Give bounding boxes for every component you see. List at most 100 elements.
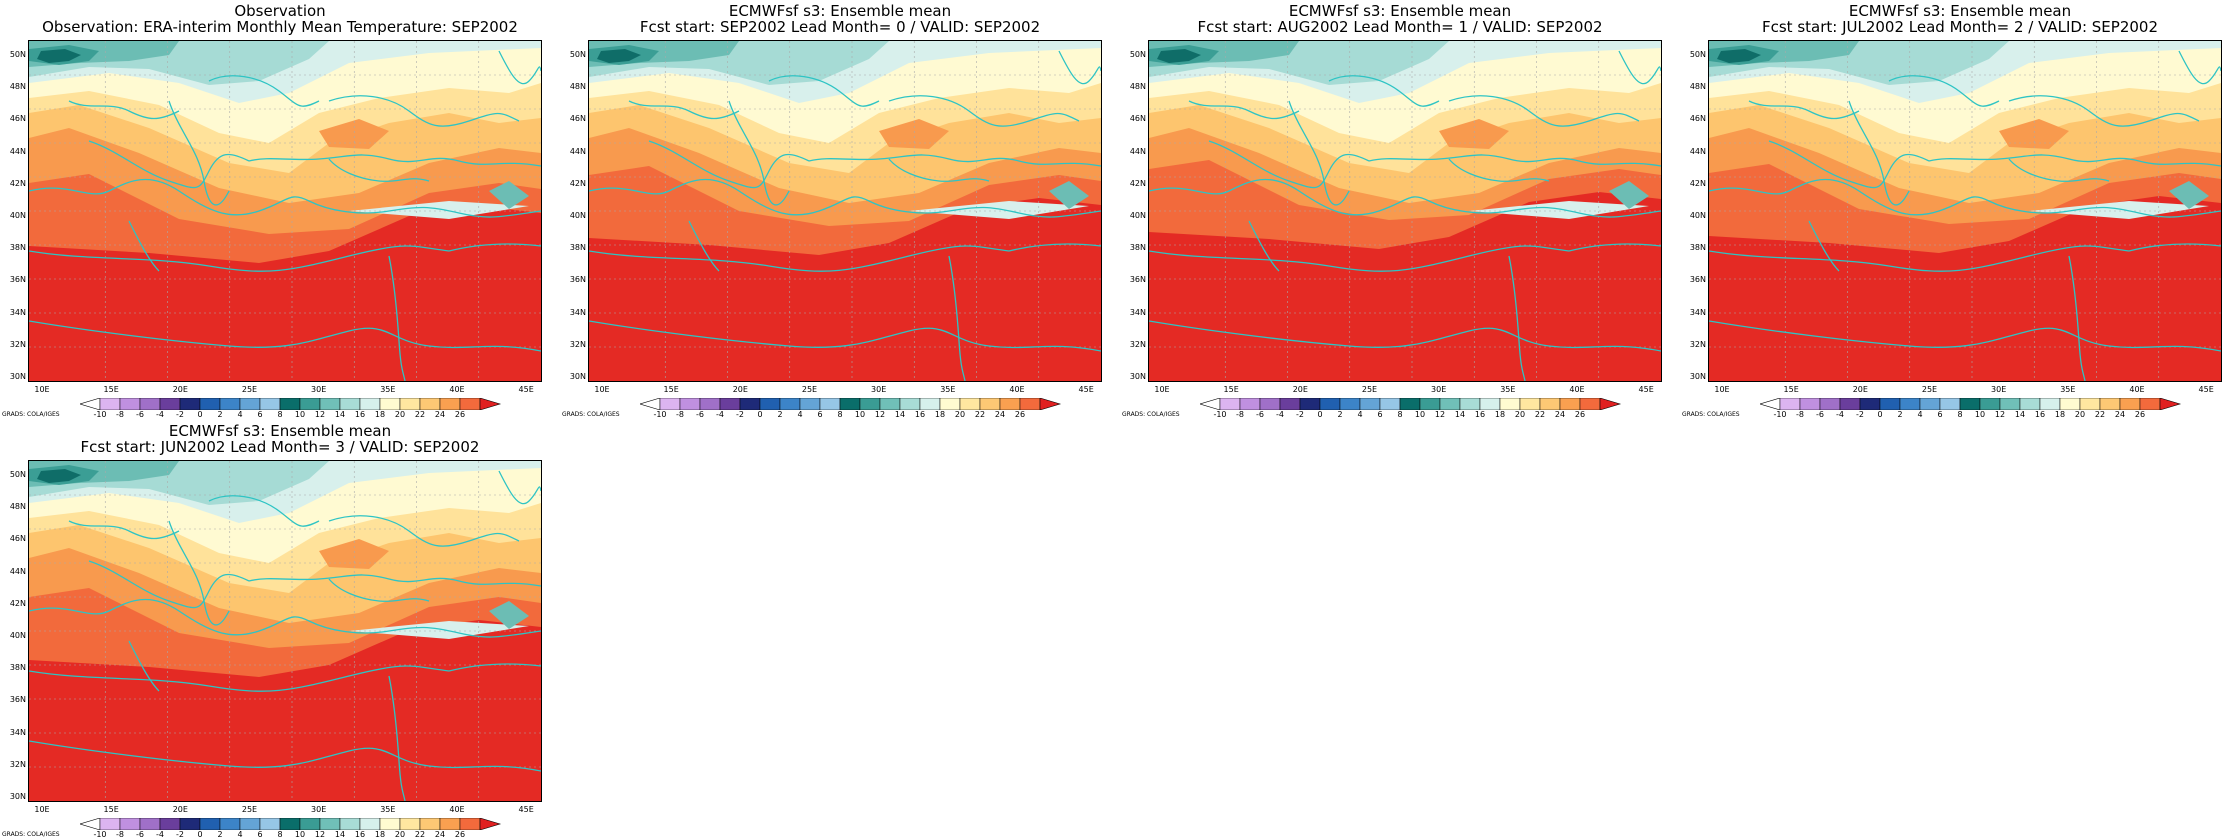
- colorbar-label: 18: [1494, 410, 1506, 419]
- temperature-band: [1157, 49, 1201, 63]
- colorbar-swatch: [359, 818, 381, 830]
- coastline: [1008, 243, 1101, 252]
- colorbar-label: 20: [1514, 410, 1526, 419]
- latitude-tick-label: 40N: [1689, 211, 1706, 220]
- longitude-tick-label: 35E: [1500, 385, 1516, 394]
- temperature-band: [589, 163, 1101, 255]
- colorbar-swatch: [679, 398, 701, 410]
- temperature-map: [1708, 40, 2222, 382]
- coastline: [2178, 50, 2221, 85]
- colorbar-label: 18: [2054, 410, 2066, 419]
- longitude-tick-label: 25E: [1921, 385, 1938, 394]
- colorbar-arrow-right: [1599, 398, 1622, 410]
- coastline: [888, 95, 1080, 127]
- coastline: [29, 665, 450, 692]
- colorbar-label: -6: [136, 410, 144, 419]
- longitude-tick-label: 15E: [1783, 385, 1799, 394]
- colorbar-swatch: [139, 818, 161, 830]
- longitude-tick-label: 20E: [172, 385, 188, 394]
- colorbar-swatch: [779, 398, 801, 410]
- temperature-band: [589, 46, 1101, 143]
- colorbar-swatch: [439, 818, 461, 830]
- latitude-tick-label: 32N: [1689, 339, 1706, 349]
- coastline: [168, 520, 230, 626]
- colorbar-swatch: [199, 818, 221, 830]
- colorbar-swatch: [399, 398, 421, 410]
- temperature-map: [1148, 40, 1662, 382]
- colorbar-label: -6: [1816, 410, 1824, 419]
- longitude-tick-label: 20E: [172, 805, 188, 814]
- colorbar-label: 18: [374, 410, 386, 419]
- latitude-tick-label: 34N: [1129, 307, 1146, 317]
- colorbar-swatch: [699, 398, 721, 410]
- latitude-tick-label: 36N: [9, 695, 26, 705]
- colorbar-label: 14: [334, 410, 346, 419]
- colorbar-label: 2: [1897, 410, 1903, 419]
- temperature-band: [29, 126, 541, 234]
- coastline: [1149, 245, 1570, 272]
- colorbar-swatch: [219, 818, 241, 830]
- colorbar-label: -2: [176, 830, 184, 839]
- latitude-tick-label: 30N: [9, 372, 26, 381]
- coastline: [1508, 255, 1526, 381]
- panel-subtitle: Fcst start: JUN2002 Lead Month= 3 / VALI…: [80, 438, 480, 456]
- coastline: [1618, 50, 1661, 85]
- colorbar-swatch: [2059, 398, 2081, 410]
- longitude-tick-label: 25E: [1361, 385, 1378, 394]
- latitude-tick-label: 46N: [1129, 114, 1146, 124]
- latitude-tick-label: 40N: [1129, 211, 1146, 220]
- coastline: [1888, 75, 2000, 107]
- colorbar-arrow-left: [1760, 398, 1781, 410]
- colorbar-swatch: [739, 398, 761, 410]
- colorbar-label: 10: [1414, 410, 1426, 419]
- colorbar-label: 22: [974, 410, 986, 419]
- colorbar-label: 6: [257, 410, 263, 419]
- colorbar-swatch: [1859, 398, 1881, 410]
- coastline: [328, 95, 520, 127]
- colorbar-label: 20: [394, 410, 406, 419]
- coastline: [128, 640, 160, 692]
- colorbar-label: 20: [2074, 410, 2086, 419]
- colorbar-label: 26: [2134, 410, 2146, 419]
- coastline: [1448, 158, 1550, 182]
- coastline: [1328, 75, 1440, 107]
- colorbar-swatch: [239, 398, 261, 410]
- latitude-tick-label: 34N: [1689, 307, 1706, 317]
- colorbar-arrow-left: [1200, 398, 1221, 410]
- colorbar-swatch: [1399, 398, 1421, 410]
- longitude-tick-label: 25E: [801, 385, 818, 394]
- colorbar-label: 10: [1974, 410, 1986, 419]
- longitude-tick-label: 15E: [103, 385, 119, 394]
- coastline: [648, 140, 810, 189]
- temperature-band: [349, 201, 529, 219]
- temperature-band: [489, 601, 529, 629]
- map-panel: ECMWFsf s3: Ensemble mean Fcst start: JUL…: [1680, 0, 2240, 420]
- longitude-tick-label: 40E: [449, 805, 465, 814]
- colorbar-swatch: [379, 398, 401, 410]
- longitude-tick-label: 20E: [732, 385, 748, 394]
- coastline: [589, 245, 1010, 272]
- coastline: [388, 675, 406, 801]
- colorbar-swatch: [459, 398, 481, 410]
- colorbar-swatch: [419, 398, 441, 410]
- colorbar-swatch: [2039, 398, 2061, 410]
- colorbar-swatch: [99, 818, 121, 830]
- colorbar-swatch: [1219, 398, 1241, 410]
- colorbar-label: 26: [454, 830, 466, 839]
- colorbar-swatch: [419, 818, 441, 830]
- colorbar-label: 16: [354, 410, 366, 419]
- latitude-tick-label: 46N: [1689, 114, 1706, 124]
- coastline: [1149, 178, 1430, 216]
- panel-title: Observation: [234, 2, 326, 20]
- map-panel: ECMWFsf s3: Ensemble mean Fcst start: JUN…: [0, 420, 560, 840]
- latitude-tick-label: 40N: [569, 211, 586, 220]
- colorbar-label: -6: [1256, 410, 1264, 419]
- longitude-tick-label: 10E: [34, 385, 50, 394]
- temperature-band: [909, 201, 1089, 219]
- longitude-tick-label: 45E: [518, 385, 534, 394]
- colorbar-swatch: [159, 398, 181, 410]
- coastline: [1288, 100, 1350, 206]
- temperature-band: [1469, 201, 1649, 219]
- coastline: [168, 100, 230, 206]
- temperature-band: [29, 46, 541, 143]
